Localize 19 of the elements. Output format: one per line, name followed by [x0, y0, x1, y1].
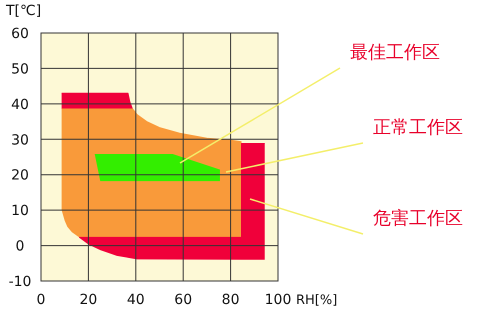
x-tick-label: 20: [79, 292, 98, 308]
y-tick-label: 50: [11, 61, 29, 78]
x-tick-label: 60: [174, 292, 192, 308]
y-tick-label: -10: [8, 274, 32, 290]
text: 危害工作区: [373, 208, 463, 229]
text: 正常工作区: [373, 117, 463, 138]
y-tick-label: 30: [11, 132, 29, 148]
x-tick-label: 100: [264, 292, 292, 308]
x-tick-label: 40: [126, 292, 145, 308]
y-tick-label: 10: [11, 203, 29, 220]
x-tick-label: 0: [36, 292, 46, 308]
y-axis-title: T[℃]: [5, 3, 42, 19]
y-tick-label: 20: [11, 168, 29, 184]
y-tick-label: 40: [11, 96, 29, 113]
y-tick-label: 0: [16, 238, 24, 255]
text: 最佳工作区: [350, 42, 440, 63]
x-tick-label: 80: [222, 292, 240, 308]
x-axis-title: RH[%]: [296, 293, 338, 308]
y-tick-label: 60: [11, 26, 29, 42]
